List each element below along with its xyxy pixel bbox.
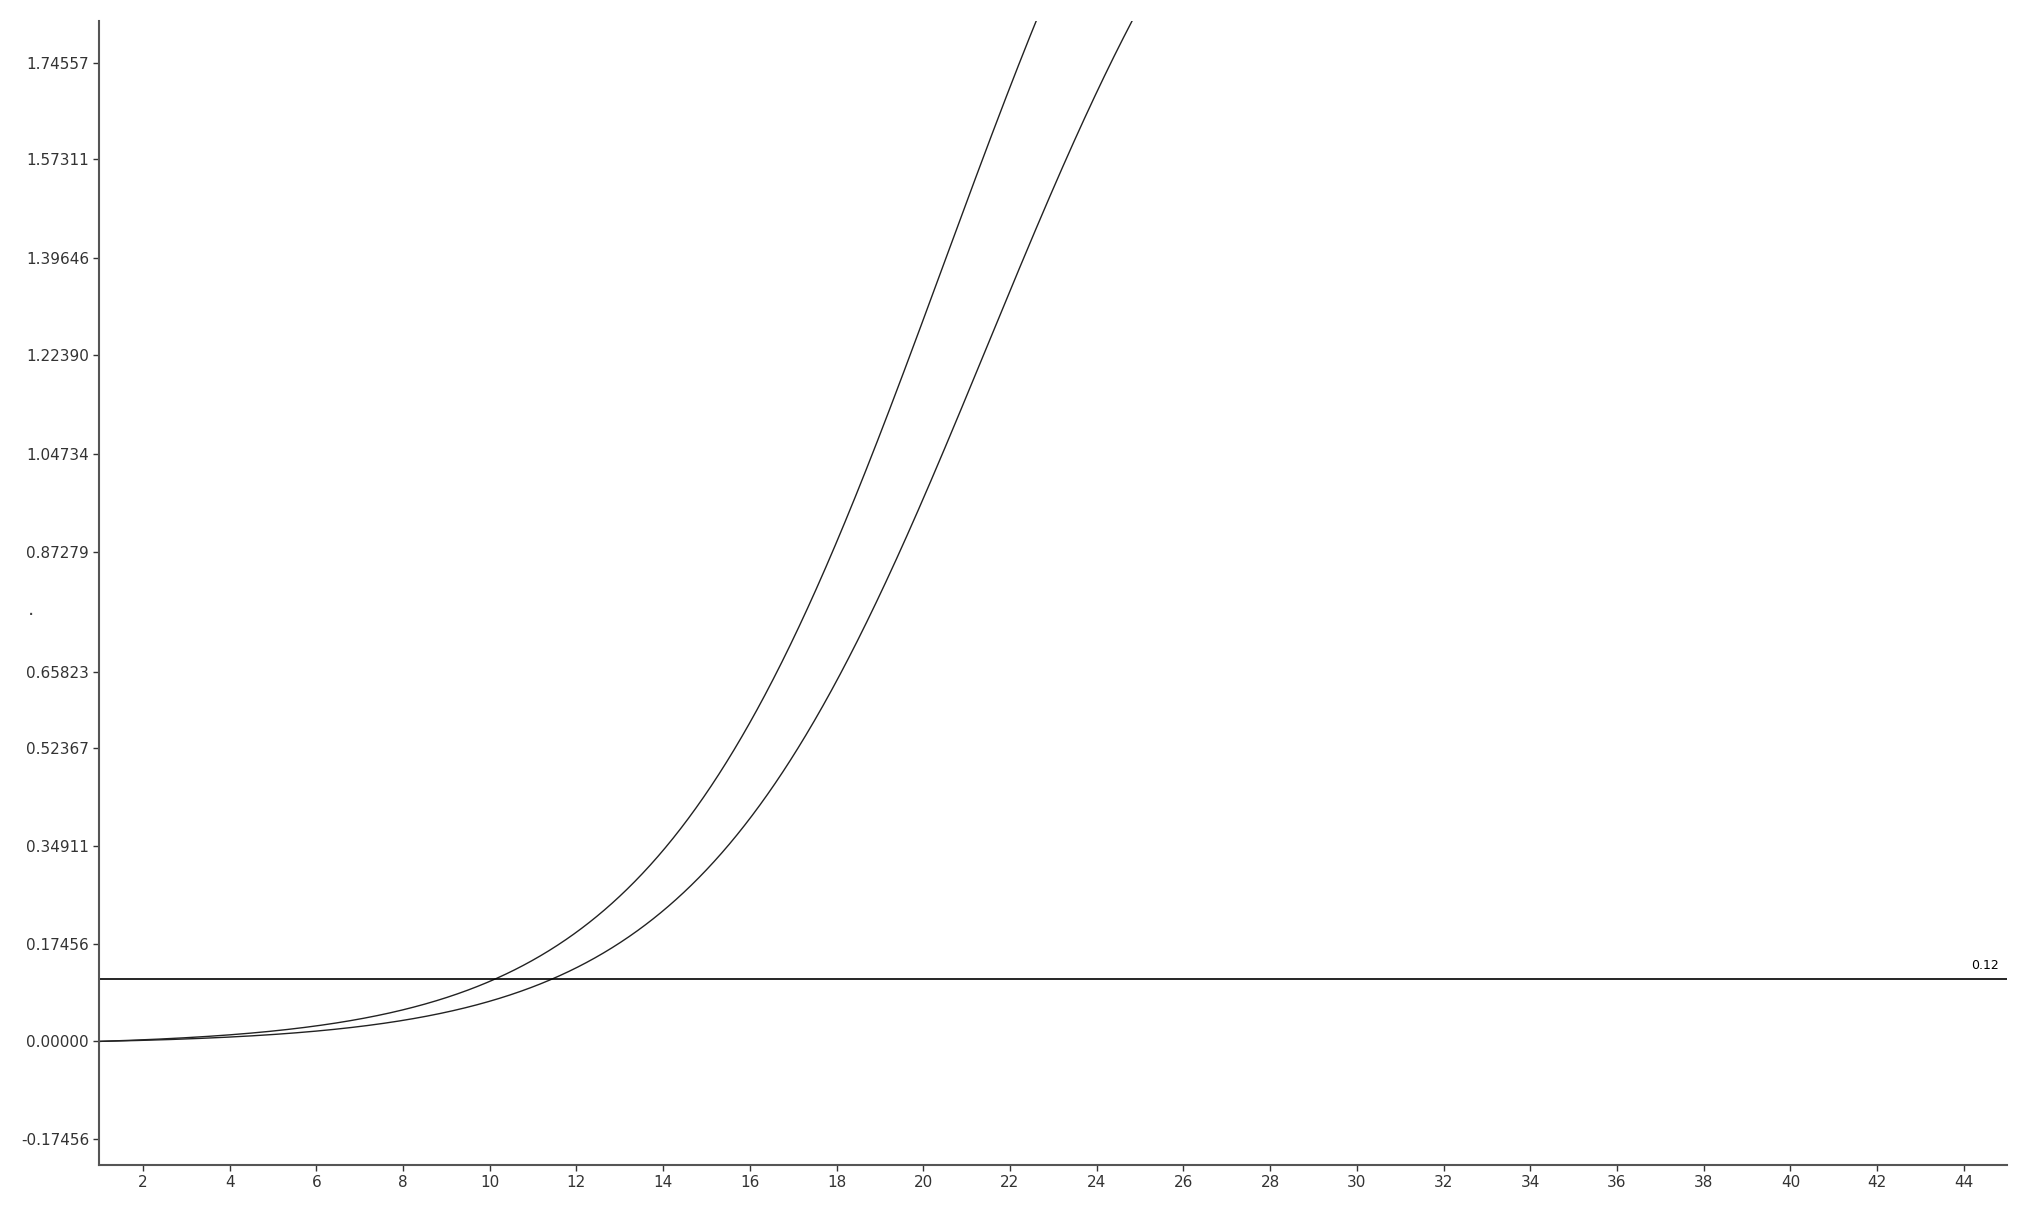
Text: 0.12: 0.12	[1971, 959, 1998, 972]
Text: ·: ·	[28, 606, 34, 625]
